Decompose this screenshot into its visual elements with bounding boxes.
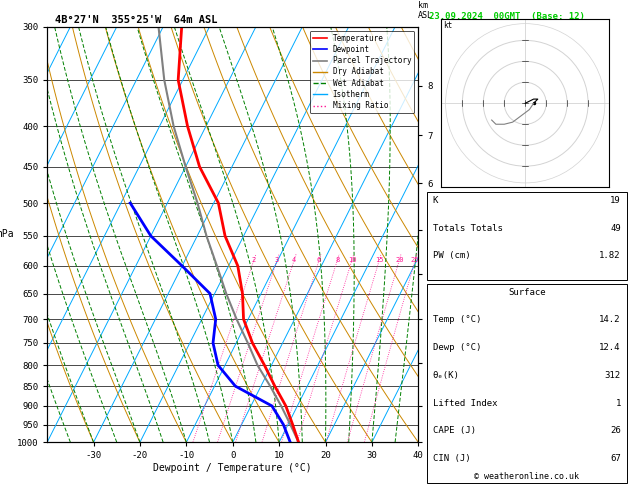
Text: Lifted Index: Lifted Index: [433, 399, 498, 408]
Text: 49: 49: [610, 224, 621, 233]
Text: θₑ(K): θₑ(K): [433, 371, 460, 380]
Text: 12.4: 12.4: [599, 343, 621, 352]
Text: Dewp (°C): Dewp (°C): [433, 343, 481, 352]
Text: 20: 20: [395, 257, 404, 263]
Text: 8: 8: [335, 257, 340, 263]
Text: hPa: hPa: [0, 229, 14, 240]
Text: 1.82: 1.82: [599, 251, 621, 260]
Text: CIN (J): CIN (J): [433, 454, 470, 463]
Text: 26: 26: [610, 426, 621, 435]
Text: km
ASL: km ASL: [418, 1, 433, 20]
Text: 6: 6: [317, 257, 321, 263]
Text: 1: 1: [615, 399, 621, 408]
Text: kt: kt: [443, 21, 453, 30]
Text: 25: 25: [411, 257, 420, 263]
Text: 4: 4: [292, 257, 296, 263]
Text: 19: 19: [610, 196, 621, 205]
Text: © weatheronline.co.uk: © weatheronline.co.uk: [474, 472, 579, 481]
Text: Surface: Surface: [508, 288, 545, 297]
Text: 23.09.2024  00GMT  (Base: 12): 23.09.2024 00GMT (Base: 12): [429, 12, 584, 21]
Bar: [426, 192, 627, 280]
Text: Totals Totals: Totals Totals: [433, 224, 503, 233]
Text: 67: 67: [610, 454, 621, 463]
X-axis label: Dewpoint / Temperature (°C): Dewpoint / Temperature (°C): [153, 463, 312, 473]
Text: 15: 15: [375, 257, 384, 263]
Bar: [426, 284, 627, 483]
Text: 2: 2: [252, 257, 256, 263]
Text: 10: 10: [348, 257, 356, 263]
Text: 14.2: 14.2: [599, 315, 621, 325]
Text: 4B°27'N  355°25'W  64m ASL: 4B°27'N 355°25'W 64m ASL: [55, 15, 217, 25]
Text: PW (cm): PW (cm): [433, 251, 470, 260]
Text: Temp (°C): Temp (°C): [433, 315, 481, 325]
Text: Mixing Ratio (g/kg): Mixing Ratio (g/kg): [469, 191, 479, 278]
Legend: Temperature, Dewpoint, Parcel Trajectory, Dry Adiabat, Wet Adiabat, Isotherm, Mi: Temperature, Dewpoint, Parcel Trajectory…: [310, 31, 415, 113]
Text: CAPE (J): CAPE (J): [433, 426, 476, 435]
Text: 3: 3: [275, 257, 279, 263]
Text: 312: 312: [604, 371, 621, 380]
Text: K: K: [433, 196, 438, 205]
